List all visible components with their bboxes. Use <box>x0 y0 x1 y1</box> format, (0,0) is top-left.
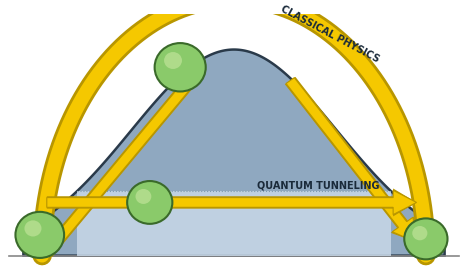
FancyArrow shape <box>285 77 417 242</box>
Circle shape <box>154 43 206 92</box>
Circle shape <box>412 226 427 240</box>
Circle shape <box>404 218 447 259</box>
Text: CLASSICAL PHYSICS: CLASSICAL PHYSICS <box>279 4 381 64</box>
FancyArrow shape <box>286 78 417 242</box>
FancyArrow shape <box>47 188 417 216</box>
Circle shape <box>15 212 64 258</box>
Circle shape <box>127 181 172 224</box>
FancyArrow shape <box>42 81 192 257</box>
Circle shape <box>164 52 182 69</box>
FancyArrow shape <box>43 82 191 256</box>
FancyArrow shape <box>410 229 439 256</box>
Polygon shape <box>23 50 445 256</box>
Circle shape <box>24 220 42 237</box>
FancyArrow shape <box>47 190 417 215</box>
FancyArrow shape <box>412 229 438 256</box>
Circle shape <box>136 189 151 204</box>
Polygon shape <box>77 191 391 256</box>
Text: QUANTUM TUNNELING: QUANTUM TUNNELING <box>257 181 380 191</box>
